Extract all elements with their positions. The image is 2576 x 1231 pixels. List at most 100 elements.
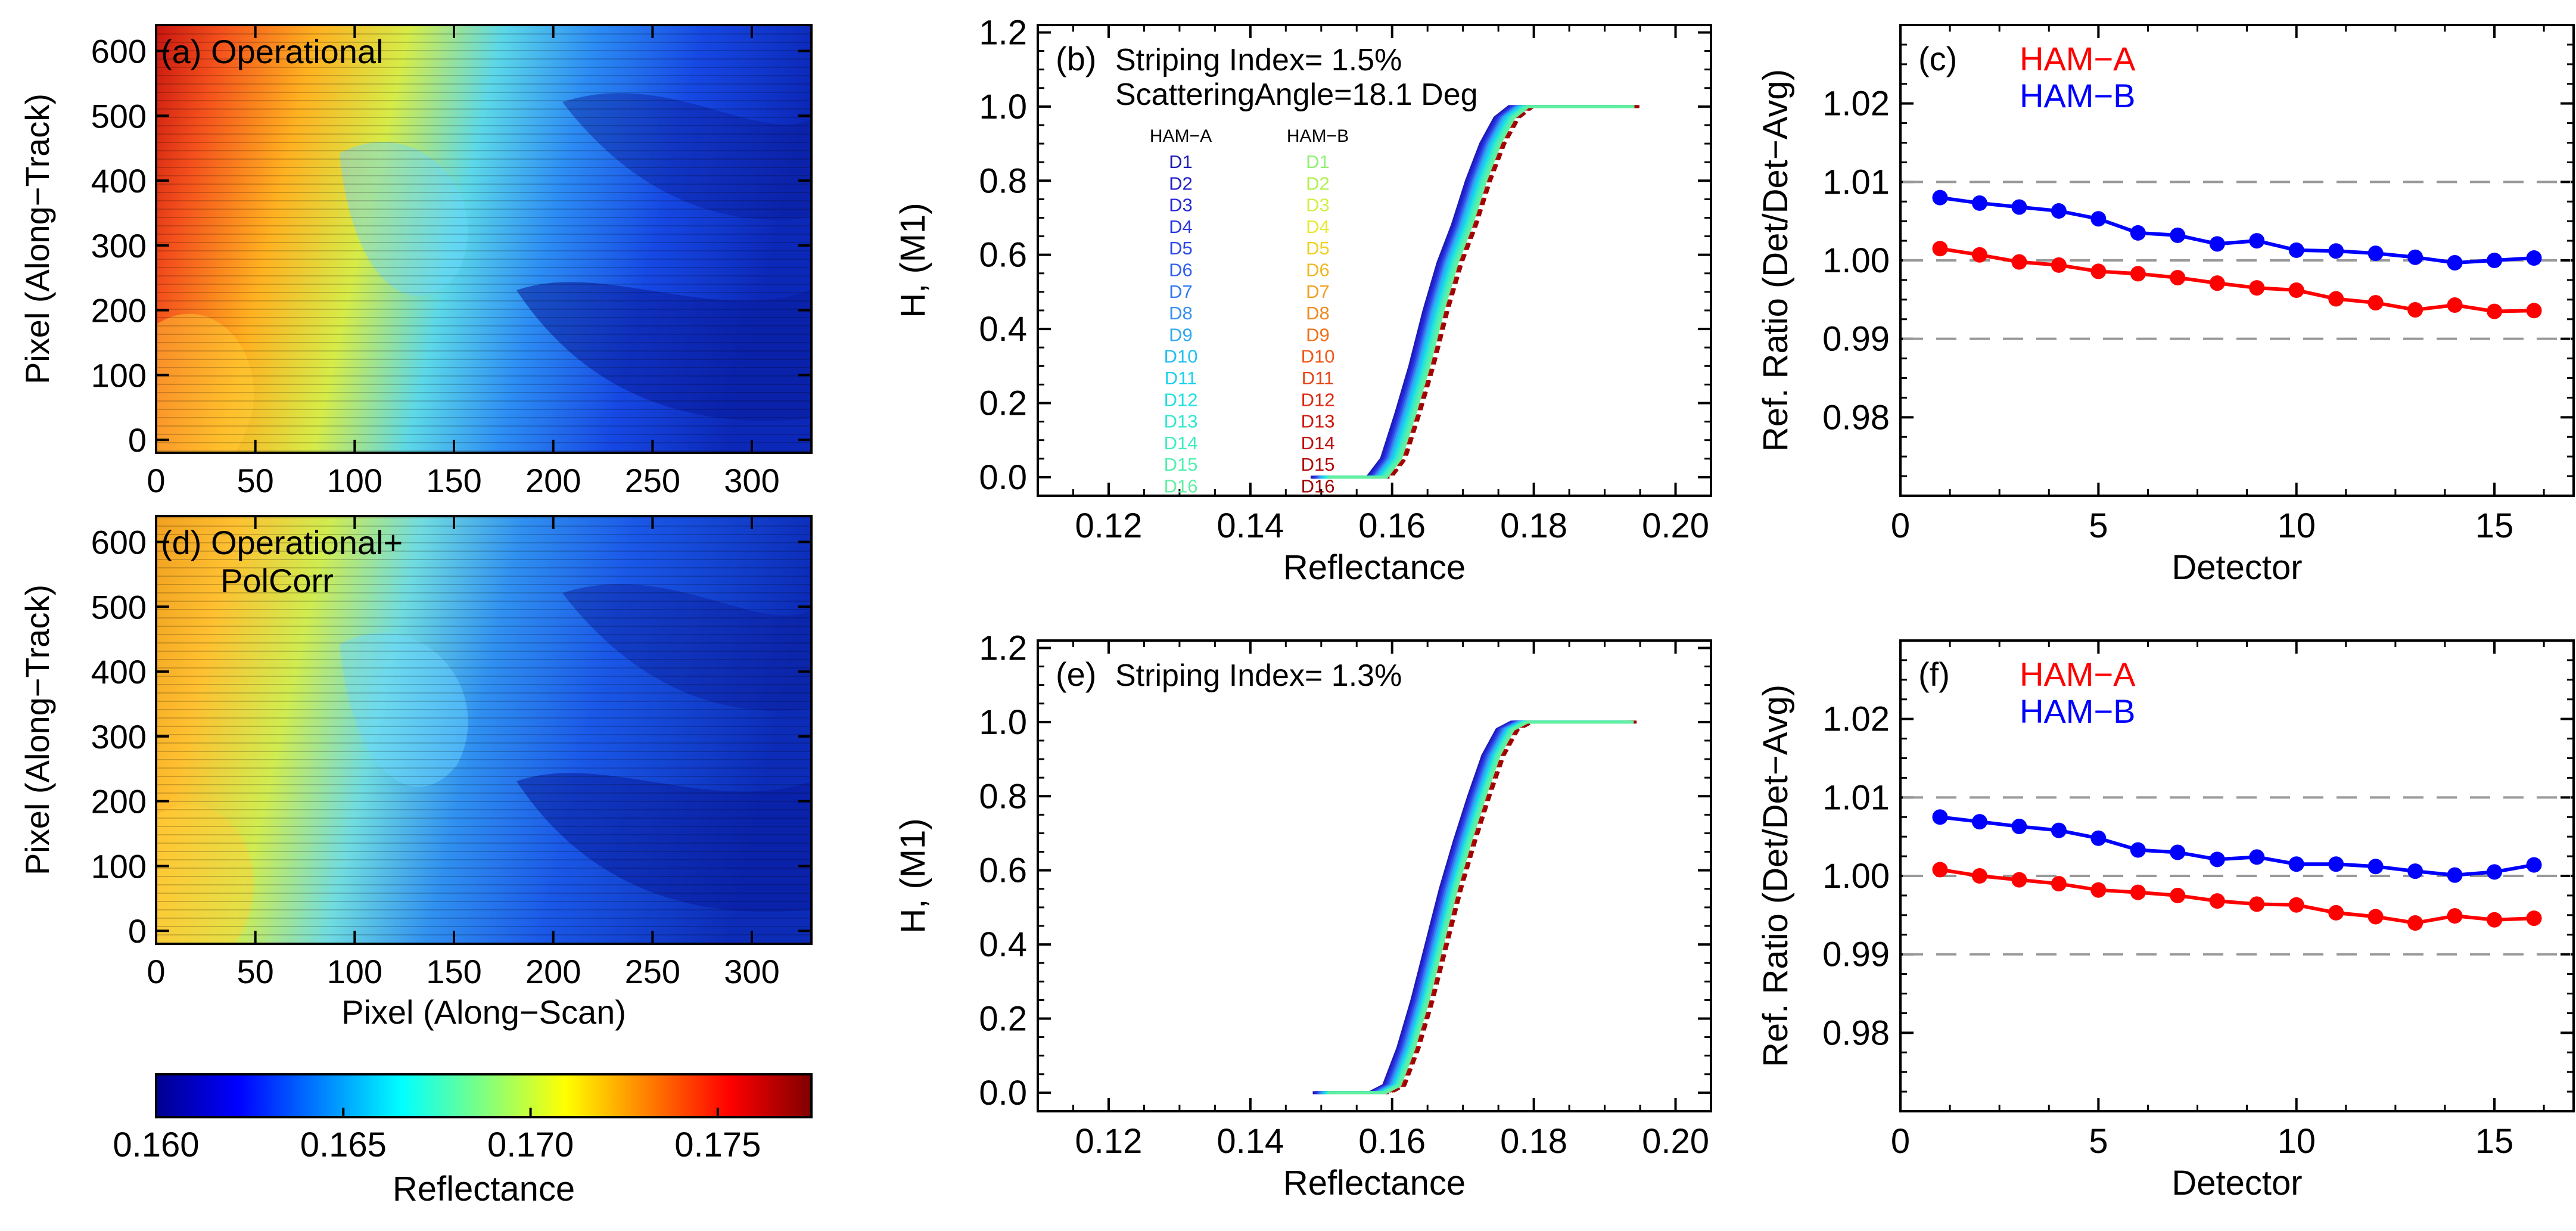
plot-frame [1037, 24, 1712, 497]
y-tick-label: 0.8 [979, 777, 1027, 816]
series-point-ham-a [2130, 884, 2146, 900]
cdf-line-ham-b [1334, 105, 1639, 479]
y-tick-label: 1.02 [1822, 700, 1890, 739]
x-tick-label: 250 [625, 462, 680, 499]
legend-title-ham-a: HAM−A [1150, 126, 1212, 146]
legend-entry-ham-b: HAM−B [2020, 692, 2136, 730]
legend-entry-ham-b: D4 [1306, 216, 1330, 237]
y-tick-label: 400 [91, 162, 147, 200]
panel-label: PolCorr [220, 562, 334, 599]
legend-entry-ham-a: D13 [1164, 411, 1198, 432]
y-tick-label: 600 [91, 524, 147, 561]
series-line-ham-a [1940, 868, 2534, 925]
x-tick-label: 0 [1891, 1122, 1910, 1161]
plot-frame [155, 24, 813, 454]
x-tick-label: 50 [237, 953, 274, 990]
y-tick-label: 0 [128, 912, 147, 950]
x-axis-label: Detector [2171, 1164, 2302, 1202]
y-tick-label: 0.0 [979, 458, 1027, 497]
x-tick-label: 150 [426, 462, 481, 499]
legend-entry-ham-a: D10 [1164, 346, 1198, 367]
series-point-ham-b [2051, 822, 2067, 838]
legend-entry-ham-b: D5 [1306, 238, 1330, 259]
x-tick-label: 15 [2475, 1122, 2514, 1161]
colorbar-label: Reflectance [393, 1170, 575, 1208]
x-tick-label: 100 [327, 953, 382, 990]
series-point-ham-a [2447, 908, 2463, 924]
legend-entry-ham-b: HAM−B [2020, 77, 2136, 114]
series-point-ham-b [2447, 254, 2463, 271]
x-tick-label: 100 [327, 462, 382, 499]
striping-overlay [156, 516, 811, 944]
x-tick-label: 0.14 [1217, 1122, 1284, 1161]
y-axis-label: Ref. Ratio (Det/Det−Avg) [1756, 685, 1795, 1067]
series-point-ham-b [2487, 864, 2503, 880]
series-point-ham-a [2367, 295, 2384, 311]
series-point-ham-a [2526, 303, 2542, 319]
line-panel-c: 0 5 10 15 0.98 0.99 1.00 1.01 1.02 Detector Ref. R… [1756, 24, 2575, 587]
series-point-ham-b [2170, 844, 2186, 860]
x-axis-label: Pixel (Along−Scan) [341, 993, 626, 1031]
series-point-ham-b [2011, 199, 2027, 215]
series-point-ham-a [1932, 241, 1948, 257]
y-axis-label: Ref. Ratio (Det/Det−Avg) [1756, 69, 1795, 452]
y-tick-label: 300 [91, 718, 147, 756]
x-tick-label: 10 [2277, 1122, 2316, 1161]
striping-overlay [156, 25, 811, 453]
x-tick-label: 0 [147, 462, 165, 499]
x-tick-label: 10 [2277, 506, 2316, 545]
series-point-ham-b [1932, 189, 1948, 206]
y-axis-label: Pixel (Along−Track) [18, 585, 56, 875]
legend-entry-ham-a: D8 [1169, 303, 1193, 324]
series-point-ham-b [2487, 253, 2503, 268]
series-point-ham-a [2407, 301, 2423, 318]
y-tick-label: 1.02 [1822, 85, 1890, 123]
y-tick-label: 1.00 [1822, 241, 1890, 280]
heatmap-panel-d: 0 50 100 150 200 250 300 0 100 200 300 400 500 600 Pix… [18, 515, 813, 1031]
x-tick-label: 300 [724, 953, 779, 990]
line-panel-e: 0.12 0.14 0.16 0.18 0.20 0.0 0.2 0.4 0.6 0.8 1.0 1.… [894, 629, 1712, 1202]
y-tick-label: 1.0 [979, 88, 1027, 126]
heatmap-panel-a: 0 50 100 150 200 250 300 0 100 200 300 400 500 600 Pix… [18, 24, 813, 499]
y-tick-label: 0.4 [979, 925, 1027, 964]
x-tick-label: 0.18 [1500, 506, 1567, 545]
series-point-ham-a [2288, 897, 2304, 913]
x-tick-label: 0 [1891, 506, 1910, 545]
series-point-ham-a [2526, 910, 2542, 927]
series-point-ham-b [2526, 250, 2542, 266]
series-point-ham-a [2249, 896, 2265, 912]
legend-entry-ham-a: D4 [1169, 216, 1193, 237]
series-point-ham-b [2209, 851, 2225, 868]
y-tick-label: 0 [128, 421, 147, 459]
annotation: ScatteringAngle=18.1 Deg [1115, 77, 1478, 112]
legend-entry-ham-b: D8 [1306, 303, 1330, 324]
x-tick-label: 5 [2089, 1122, 2108, 1161]
legend-entry-ham-b: D14 [1301, 433, 1335, 453]
legend-entry-ham-b: D6 [1306, 260, 1330, 281]
legend-title-ham-b: HAM−B [1287, 126, 1349, 146]
legend-entry-ham-a: D5 [1169, 238, 1193, 259]
y-tick-label: 200 [91, 783, 147, 820]
legend-entry-ham-b: D13 [1301, 411, 1335, 432]
y-tick-label: 0.99 [1822, 320, 1890, 359]
series-point-ham-a [2487, 303, 2503, 319]
series-point-ham-a [1971, 868, 1987, 884]
x-tick-label: 0.16 [1358, 506, 1426, 545]
panel-label: (a) Operational [161, 33, 384, 70]
series-point-ham-b [1932, 809, 1948, 825]
x-tick-label: 0.12 [1075, 506, 1143, 545]
series-point-ham-b [2249, 849, 2265, 865]
cdf-line-ham-a [1330, 105, 1635, 479]
y-tick-label: 1.0 [979, 703, 1027, 742]
x-axis-label: Reflectance [1283, 548, 1466, 587]
series-line-ham-a [1940, 247, 2534, 313]
x-tick-label: 50 [237, 462, 274, 499]
y-tick-label: 0.0 [979, 1074, 1027, 1112]
series-point-ham-b [2328, 243, 2344, 259]
series-point-ham-a [2288, 282, 2304, 299]
series-point-ham-a [2170, 269, 2186, 285]
legend-entry-ham-a: D15 [1164, 454, 1198, 475]
series-point-ham-b [2170, 227, 2186, 243]
line-panel-f: 0 5 10 15 0.98 0.99 1.00 1.01 1.02 Detector Ref. R… [1756, 639, 2575, 1202]
legend-entry-ham-a: D16 [1164, 476, 1198, 497]
